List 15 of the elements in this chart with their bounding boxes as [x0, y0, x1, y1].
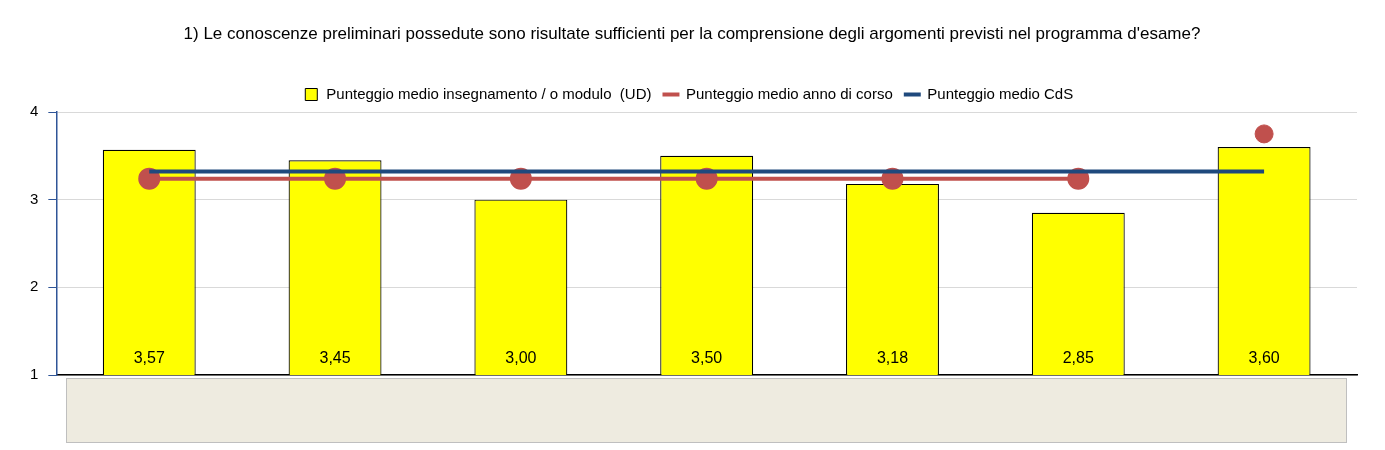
y-tick-label: 1 [30, 365, 39, 383]
legend-label: Punteggio medio anno di corso [685, 84, 893, 102]
y-tick-label: 4 [30, 102, 39, 120]
data-label: 3,57 [133, 349, 165, 367]
legend-label: Punteggio medio insegnamento / o modulo (UD) [326, 84, 652, 102]
legend-label: Punteggio medio CdS [927, 84, 1074, 102]
data-label: 3,45 [319, 349, 351, 367]
data-label: 3,18 [876, 349, 909, 367]
y-tick-label: 2 [30, 277, 39, 295]
chart-title: 1) Le conoscenze preliminari possedute sono risultate sufficienti per la comprensione degli argomenti previsti nel programma d'esame? [182, 23, 1202, 45]
data-label: 2,85 [1062, 349, 1094, 367]
data-label: 3,00 [505, 349, 537, 367]
data-label: 3,60 [1248, 349, 1280, 367]
y-tick-label: 3 [30, 189, 39, 207]
data-label: 3,50 [691, 349, 723, 367]
